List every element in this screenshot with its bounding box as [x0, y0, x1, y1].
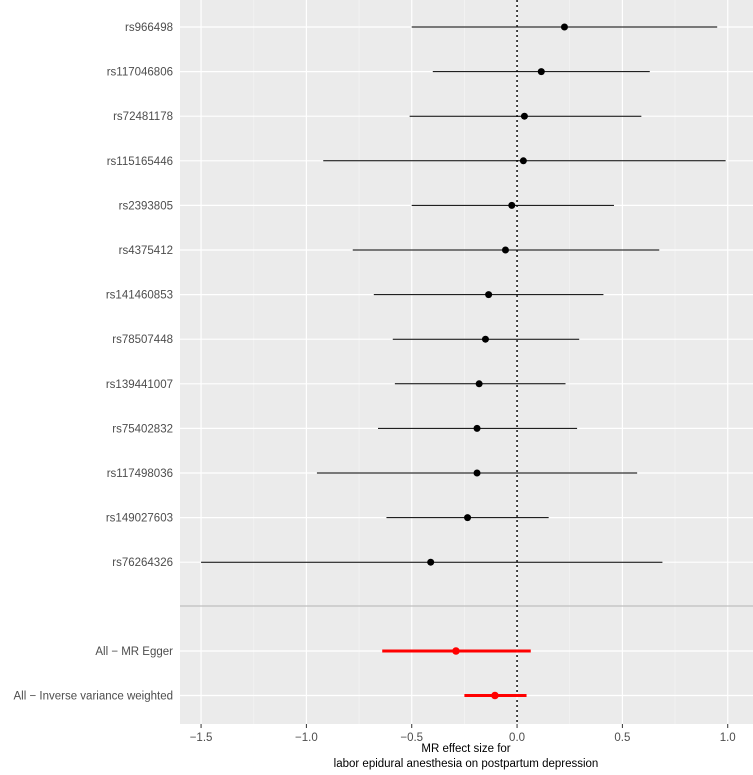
snp-label: rs2393805	[119, 200, 173, 212]
snp-point	[560, 23, 568, 31]
summary-point	[452, 647, 460, 655]
y-axis-labels: rs966498 rs117046806 rs72481178 rs115165446…	[14, 22, 174, 703]
snp-point	[473, 424, 481, 432]
snp-point	[464, 514, 472, 522]
snp-point	[475, 380, 483, 388]
snp-label: rs966498	[125, 22, 173, 34]
snp-point	[481, 335, 489, 343]
snp-label: rs149027603	[106, 513, 173, 525]
summary-point	[491, 691, 499, 700]
plot-panel	[180, 0, 753, 724]
snp-label: rs141460853	[106, 290, 173, 302]
snp-point	[508, 201, 516, 209]
snp-label: rs75402832	[112, 423, 173, 435]
snp-label: rs4375412	[119, 245, 173, 257]
snp-point	[537, 68, 545, 76]
snp-label: rs76264326	[112, 557, 173, 569]
snp-point	[473, 469, 481, 477]
x-tick-label: −1.5	[190, 732, 213, 744]
snp-label: rs117498036	[107, 468, 173, 480]
x-tick-label: 0.0	[509, 732, 525, 744]
x-tick-label: −1.0	[295, 732, 318, 744]
snp-label: rs72481178	[113, 111, 173, 123]
data-marks	[201, 23, 726, 700]
x-tick-label: −0.5	[400, 732, 423, 744]
snp-point	[485, 291, 493, 299]
snp-label: rs139441007	[106, 379, 173, 391]
snp-point	[519, 157, 527, 165]
snp-label: rs78507448	[112, 334, 173, 346]
x-axis-title-line-1: MR effect size for	[421, 743, 510, 755]
x-axis-ticks: −1.5 −1.0 −0.5 0.0 0.5 1.0	[190, 724, 736, 744]
x-tick-label: 1.0	[720, 732, 736, 744]
snp-point	[520, 112, 528, 120]
snp-point	[427, 558, 435, 566]
snp-label: rs117046806	[107, 67, 173, 79]
summary-label: All − Inverse variance weighted	[14, 691, 174, 703]
summary-label: All − MR Egger	[95, 646, 173, 658]
snp-label: rs115165446	[107, 156, 173, 168]
x-axis-title-line-2: labor epidural anesthesia on postpartum …	[334, 758, 599, 770]
snp-point	[501, 246, 509, 254]
x-tick-label: 0.5	[614, 732, 630, 744]
